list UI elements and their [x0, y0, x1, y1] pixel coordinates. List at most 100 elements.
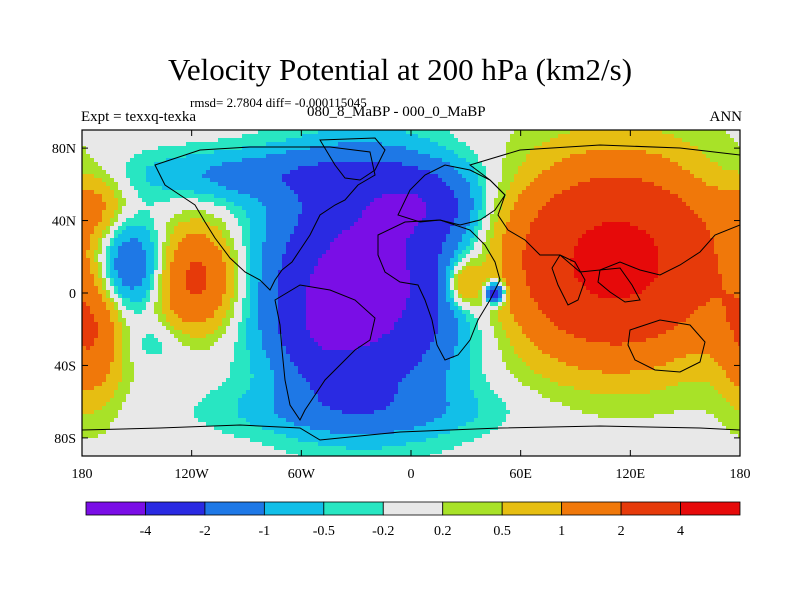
field-cell — [314, 154, 319, 159]
field-cell — [274, 174, 279, 179]
field-cell — [486, 206, 491, 211]
field-cell — [706, 190, 711, 195]
field-cell — [158, 246, 163, 251]
field-cell — [158, 234, 163, 239]
field-cell — [362, 170, 367, 175]
field-cell — [674, 206, 679, 211]
field-cell — [90, 178, 95, 183]
field-cell — [254, 178, 259, 183]
field-cell — [274, 166, 279, 171]
field-cell — [318, 202, 323, 207]
field-cell — [214, 194, 219, 199]
field-cell — [614, 230, 619, 235]
field-cell — [674, 214, 679, 219]
field-cell — [662, 234, 667, 239]
field-cell — [294, 134, 299, 139]
field-cell — [678, 178, 683, 183]
field-cell — [414, 194, 419, 199]
field-cell — [630, 158, 635, 163]
field-cell — [534, 190, 539, 195]
field-cell — [738, 202, 740, 207]
field-cell — [610, 222, 615, 227]
field-cell — [674, 202, 679, 207]
field-cell — [542, 170, 547, 175]
field-cell — [90, 234, 95, 239]
field-cell — [426, 174, 431, 179]
field-cell — [218, 194, 223, 199]
field-cell — [538, 238, 543, 243]
field-cell — [210, 226, 215, 231]
field-cell — [666, 222, 671, 227]
field-cell — [186, 222, 191, 227]
field-cell — [538, 222, 543, 227]
field-cell — [462, 186, 467, 191]
field-cell — [730, 130, 735, 135]
field-cell — [322, 158, 327, 163]
field-cell — [362, 190, 367, 195]
field-cell — [110, 214, 115, 219]
field-cell — [558, 162, 563, 167]
field-cell — [442, 234, 447, 239]
field-cell — [454, 198, 459, 203]
field-cell — [346, 174, 351, 179]
field-cell — [250, 246, 255, 251]
field-cell — [710, 238, 715, 243]
field-cell — [146, 186, 151, 191]
field-cell — [134, 206, 139, 211]
field-cell — [598, 198, 603, 203]
field-cell — [338, 230, 343, 235]
field-cell — [482, 214, 487, 219]
field-cell — [434, 178, 439, 183]
field-cell — [178, 218, 183, 223]
field-cell — [426, 142, 431, 147]
field-cell — [642, 186, 647, 191]
field-cell — [458, 158, 463, 163]
field-cell — [626, 186, 631, 191]
field-cell — [630, 174, 635, 179]
field-cell — [226, 142, 231, 147]
field-cell — [474, 218, 479, 223]
field-cell — [702, 242, 707, 247]
field-cell — [306, 222, 311, 227]
field-cell — [158, 150, 163, 155]
field-cell — [82, 198, 87, 203]
field-cell — [646, 158, 651, 163]
field-cell — [718, 146, 723, 151]
field-cell — [82, 158, 87, 163]
field-cell — [514, 246, 519, 251]
field-cell — [282, 242, 287, 247]
field-cell — [498, 158, 503, 163]
field-cell — [474, 242, 479, 247]
field-cell — [526, 238, 531, 243]
field-cell — [694, 186, 699, 191]
field-cell — [158, 134, 163, 139]
field-cell — [186, 234, 191, 239]
field-cell — [378, 138, 383, 143]
field-cell — [618, 182, 623, 187]
field-cell — [730, 142, 735, 147]
field-cell — [470, 174, 475, 179]
field-cell — [222, 158, 227, 163]
field-cell — [298, 138, 303, 143]
field-cell — [682, 222, 687, 227]
field-cell — [186, 238, 191, 243]
field-cell — [490, 226, 495, 231]
field-cell — [662, 222, 667, 227]
field-cell — [582, 142, 587, 147]
field-cell — [182, 186, 187, 191]
field-cell — [430, 190, 435, 195]
field-cell — [358, 158, 363, 163]
field-cell — [450, 214, 455, 219]
field-cell — [162, 230, 167, 235]
field-cell — [134, 146, 139, 151]
field-cell — [602, 174, 607, 179]
field-cell — [234, 218, 239, 223]
field-cell — [166, 218, 171, 223]
field-cell — [658, 234, 663, 239]
field-cell — [494, 186, 499, 191]
field-cell — [654, 194, 659, 199]
field-cell — [446, 158, 451, 163]
field-cell — [486, 230, 491, 235]
field-cell — [130, 250, 135, 255]
field-cell — [566, 162, 571, 167]
